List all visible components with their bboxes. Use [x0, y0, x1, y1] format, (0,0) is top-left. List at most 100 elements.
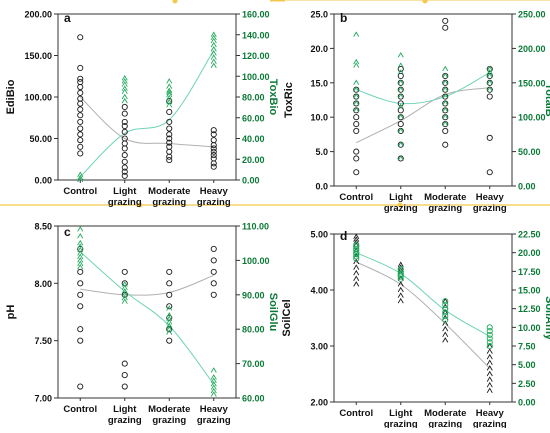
right-tick-label: 100.00	[242, 256, 270, 266]
point-circle	[166, 118, 173, 125]
point-triangle	[397, 62, 404, 68]
point-triangle	[121, 284, 128, 291]
point-circle	[77, 106, 84, 113]
category-label-line: Light	[113, 404, 137, 415]
point-circle	[77, 89, 84, 96]
point-triangle	[353, 62, 360, 68]
point-circle	[77, 100, 84, 107]
point-circle	[442, 301, 449, 308]
category-label: Heavy grazing	[473, 192, 507, 214]
point-triangle	[77, 176, 84, 183]
left-tick-label: 0.00	[34, 176, 52, 186]
point-circle	[210, 163, 217, 170]
divider-marker-d	[397, 202, 403, 208]
point-triangle	[166, 315, 173, 322]
category-label-line: grazing	[384, 203, 418, 214]
point-triangle	[486, 86, 493, 92]
point-triangle	[397, 69, 404, 75]
point-circle	[121, 128, 128, 135]
point-circle	[77, 112, 84, 119]
point-circle	[353, 121, 360, 128]
category-label-line: grazing	[152, 415, 186, 426]
point-triangle	[166, 94, 173, 101]
left-tick-label: 2.00	[310, 398, 328, 408]
category-label: Control	[63, 186, 97, 197]
fit-line-right	[356, 72, 490, 105]
category-label: Heavy grazing	[197, 404, 231, 426]
right-tick-label: 80.00	[242, 93, 265, 103]
right-tick-label: 250.00	[518, 10, 546, 20]
point-circle	[121, 118, 128, 125]
point-triangle	[121, 281, 128, 287]
point-triangle	[397, 113, 404, 120]
point-triangle	[166, 91, 173, 98]
fit-line-left	[356, 261, 491, 369]
point-triangle	[121, 97, 128, 104]
point-triangle	[77, 243, 84, 249]
right-tick-label: 100.00	[518, 113, 546, 123]
point-triangle	[77, 260, 84, 267]
point-triangle	[353, 93, 360, 99]
point-circle	[121, 383, 128, 390]
category-label-line: grazing	[197, 197, 231, 208]
point-triangle	[77, 263, 84, 270]
point-circle	[77, 137, 84, 144]
point-triangle	[210, 387, 217, 394]
point-circle	[486, 335, 493, 342]
point-circle	[77, 75, 84, 82]
point-circle	[442, 316, 449, 323]
point-triangle	[442, 79, 449, 86]
point-triangle	[486, 348, 493, 354]
point-triangle	[210, 384, 217, 390]
point-triangle	[210, 374, 217, 380]
point-triangle	[121, 291, 128, 298]
point-circle	[442, 24, 449, 31]
point-triangle	[210, 34, 217, 41]
category-label-line: grazing	[384, 419, 418, 428]
point-triangle	[353, 236, 360, 242]
point-triangle	[397, 51, 404, 58]
point-triangle	[353, 269, 360, 276]
point-triangle	[353, 86, 360, 92]
point-triangle	[486, 376, 493, 382]
point-triangle	[397, 286, 404, 293]
point-triangle	[166, 322, 173, 328]
point-circle	[77, 337, 84, 344]
point-triangle	[210, 380, 217, 387]
point-triangle	[210, 391, 217, 397]
category-label-line: grazing	[152, 197, 186, 208]
point-triangle	[397, 79, 404, 86]
panel-label: a	[64, 11, 71, 25]
left-tick-label: 100.00	[24, 93, 52, 103]
category-label: Heavy grazing	[197, 186, 231, 208]
divider-marker-a	[172, 0, 178, 4]
left-axis-label: pH	[5, 305, 17, 320]
point-circle	[486, 134, 493, 141]
point-triangle	[397, 103, 404, 110]
right-axis-label: SoilAmy	[543, 296, 550, 341]
point-circle	[397, 65, 404, 73]
point-circle	[353, 169, 360, 176]
point-triangle	[166, 319, 173, 325]
left-tick-label: 10.0	[310, 113, 328, 123]
point-circle	[121, 168, 128, 175]
right-tick-label: 17.50	[518, 267, 541, 277]
point-triangle	[486, 387, 493, 394]
panel-c: 7.00 7.50 8.00 8.50 60.00 70.00 80.00 90.00 100.…	[5, 222, 279, 427]
left-tick-label: 4.00	[310, 286, 328, 296]
point-triangle	[486, 353, 493, 360]
fit-line-right	[79, 251, 215, 385]
point-circle	[77, 34, 84, 41]
point-triangle	[397, 281, 404, 287]
point-triangle	[397, 292, 404, 298]
point-circle	[166, 131, 173, 138]
category-label-line: Control	[63, 186, 97, 197]
point-triangle	[486, 79, 493, 86]
point-triangle	[210, 31, 217, 37]
right-tick-label: 0.00	[242, 176, 260, 186]
point-triangle	[210, 50, 217, 56]
fit-line-right	[79, 50, 215, 178]
point-circle	[210, 148, 217, 155]
right-tick-label: 7.50	[518, 342, 536, 352]
point-triangle	[121, 85, 128, 91]
